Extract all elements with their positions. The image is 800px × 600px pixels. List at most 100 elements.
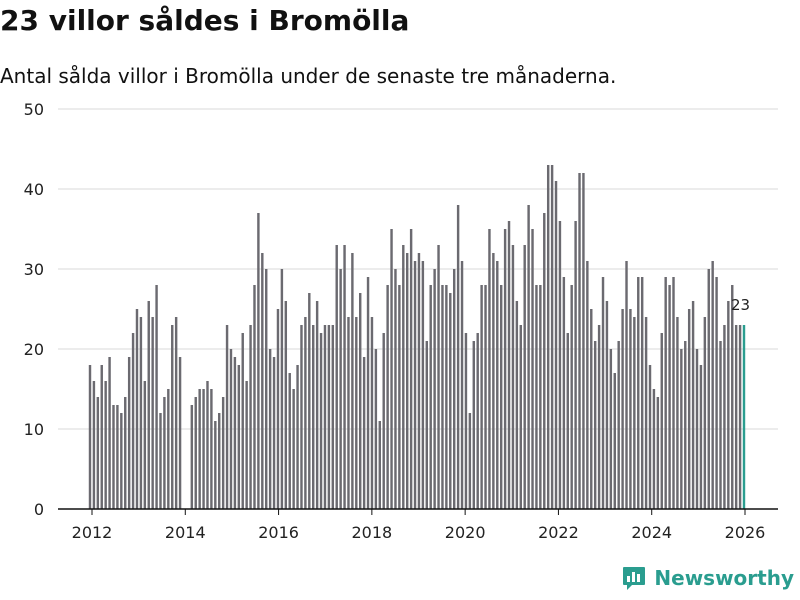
- bar: [198, 389, 201, 509]
- x-tick-label: 2026: [725, 523, 766, 542]
- bar: [738, 325, 742, 509]
- bar: [92, 381, 96, 509]
- x-tick-label: 2012: [72, 523, 113, 542]
- bar: [472, 341, 475, 509]
- x-tick-label: 2024: [631, 523, 672, 542]
- bar: [437, 245, 440, 509]
- bar: [304, 317, 307, 509]
- chart-subtitle: Antal sålda villor i Bromölla under de s…: [0, 64, 617, 88]
- bar: [511, 245, 515, 509]
- bar: [229, 349, 233, 509]
- bar: [386, 285, 389, 509]
- bar: [276, 309, 280, 509]
- bar: [253, 285, 256, 509]
- bar: [323, 325, 327, 509]
- bar: [452, 269, 456, 509]
- bar: [315, 301, 319, 509]
- bar: [680, 349, 683, 509]
- bar: [88, 365, 92, 509]
- bar: [593, 341, 597, 509]
- bar: [503, 229, 507, 509]
- bar: [731, 285, 734, 509]
- bar: [652, 389, 656, 509]
- bar: [640, 277, 644, 509]
- bar: [378, 421, 382, 509]
- bar: [221, 397, 225, 509]
- bar: [613, 373, 616, 509]
- bar: [268, 349, 272, 509]
- bar: [327, 325, 331, 509]
- y-tick-label: 40: [24, 180, 44, 199]
- latest-value-label: 23: [731, 296, 750, 314]
- bar: [308, 293, 311, 509]
- bar: [288, 373, 291, 509]
- bar: [566, 333, 569, 509]
- bar: [668, 285, 671, 509]
- bar: [225, 325, 229, 509]
- bar: [617, 341, 620, 509]
- bar: [417, 253, 421, 509]
- bar-chart: 0 10 20 30 40 50 2012 2014 2016 2018 2020 2022 2024…: [24, 100, 778, 542]
- bar: [374, 349, 378, 509]
- bar: [605, 301, 609, 509]
- x-tick-label: 2022: [538, 523, 579, 542]
- bar: [312, 325, 315, 509]
- bar: [272, 357, 276, 509]
- bar: [464, 333, 468, 509]
- bar: [449, 293, 452, 509]
- bar: [210, 389, 213, 509]
- bar: [151, 317, 154, 509]
- bar: [637, 277, 640, 509]
- bar: [394, 269, 397, 509]
- bar: [104, 381, 107, 509]
- bar: [280, 269, 284, 509]
- annotations: 23: [731, 296, 750, 314]
- bar: [562, 277, 566, 509]
- bar: [366, 277, 370, 509]
- bar: [703, 317, 707, 509]
- bar: [445, 285, 448, 509]
- bar-latest: [742, 325, 746, 509]
- bar: [405, 253, 409, 509]
- bar: [96, 397, 100, 509]
- bar: [601, 277, 605, 509]
- bar: [492, 253, 495, 509]
- bar: [131, 333, 135, 509]
- bar: [707, 269, 710, 509]
- bar: [554, 181, 558, 509]
- bar: [409, 229, 413, 509]
- bar: [687, 309, 691, 509]
- bar: [351, 253, 354, 509]
- bar: [550, 165, 554, 509]
- bar: [174, 317, 178, 509]
- bar: [382, 333, 385, 509]
- bars: [88, 165, 746, 509]
- bar: [507, 221, 511, 509]
- bar: [296, 365, 299, 509]
- bar: [425, 341, 429, 509]
- bar: [347, 317, 350, 509]
- bar: [143, 381, 147, 509]
- bar: [249, 325, 252, 509]
- bar: [484, 285, 487, 509]
- bar: [695, 349, 699, 509]
- bar: [460, 261, 464, 509]
- bar: [543, 213, 546, 509]
- x-tick-label: 2018: [351, 523, 392, 542]
- bar: [656, 397, 660, 509]
- bar: [586, 261, 589, 509]
- bar: [335, 245, 338, 509]
- bar: [433, 269, 436, 509]
- bar: [699, 365, 703, 509]
- bar: [359, 293, 362, 509]
- bar: [100, 365, 103, 509]
- bar: [237, 365, 241, 509]
- bar: [241, 333, 244, 509]
- bar: [116, 405, 119, 509]
- bar: [265, 269, 268, 509]
- bar: [691, 301, 695, 509]
- y-tick-label: 50: [24, 100, 44, 119]
- bar: [597, 325, 601, 509]
- bar: [621, 309, 624, 509]
- x-axis: 2012 2014 2016 2018 2020 2022 2024 2026: [72, 509, 766, 542]
